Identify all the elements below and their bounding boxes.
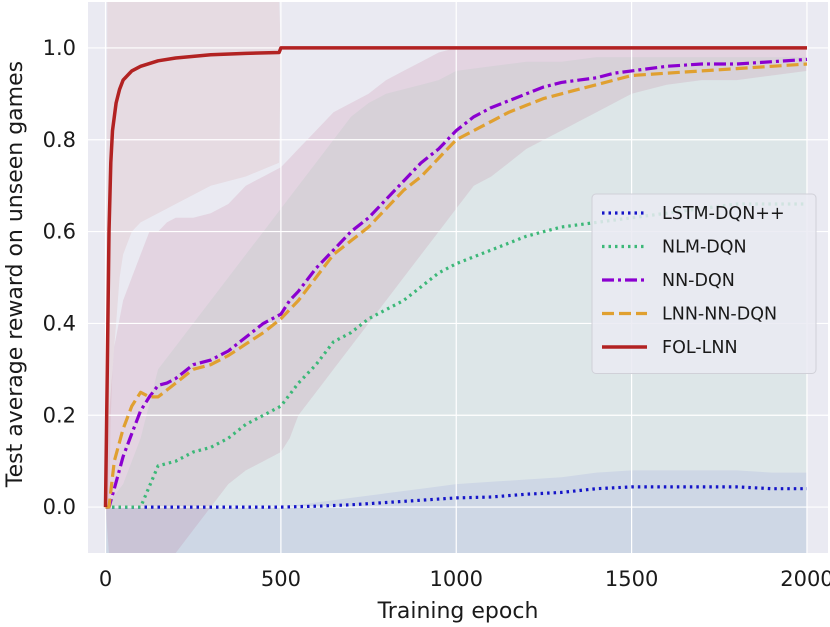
x-tick-label: 1500	[605, 567, 658, 591]
legend-label: NN-DQN	[662, 271, 735, 291]
series-line-lnn-nn-dqn	[105, 62, 808, 509]
series-line-nlm-dqn	[105, 202, 807, 509]
x-axis-label: Training epoch	[377, 599, 539, 624]
legend-label: LSTM-DQN++	[662, 204, 785, 224]
y-tick-label: 0.2	[43, 403, 76, 427]
y-axis-label: Test average reward on unseen games	[3, 61, 28, 488]
legend-box	[591, 193, 817, 374]
y-axis-ticks: 0.0 0.2 0.4 0.6 0.8 1.0	[43, 36, 76, 519]
x-tick-label: 0	[99, 567, 112, 591]
y-tick-label: 1.0	[43, 36, 76, 60]
x-tick-label: 2000	[780, 567, 830, 591]
y-tick-label: 0.4	[43, 311, 76, 335]
legend: LSTM-DQN++ NLM-DQN NN-DQN LNN-NN-DQN FOL-LNN	[591, 193, 817, 374]
legend-label: NLM-DQN	[662, 238, 747, 258]
series-lines	[103, 46, 808, 509]
band-fol-lnn	[105, 2, 807, 508]
series-line-nn-dqn	[105, 57, 808, 509]
y-tick-label: 0.8	[43, 128, 76, 152]
x-axis-ticks: 0 500 1000 1500 2000	[99, 567, 830, 591]
legend-label: FOL-LNN	[662, 338, 738, 358]
series-line-lstm-dqn-	[105, 485, 807, 509]
x-tick-label: 1000	[430, 567, 483, 591]
y-tick-label: 0.6	[43, 220, 76, 244]
series-line-fol-lnn	[103, 46, 807, 508]
y-tick-label: 0.0	[43, 495, 76, 519]
x-tick-label: 500	[261, 567, 301, 591]
legend-label: LNN-NN-DQN	[662, 305, 777, 325]
